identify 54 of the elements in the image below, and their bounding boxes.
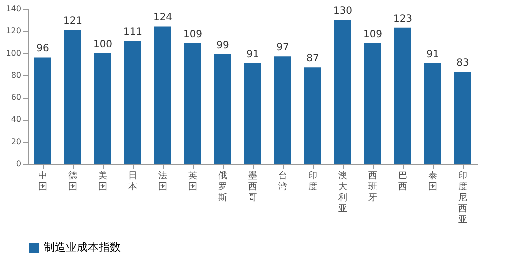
data-label: 121: [63, 16, 83, 28]
data-label: 87: [306, 54, 320, 65]
data-label: 130: [333, 6, 353, 18]
x-tick-label: 澳大利亚: [338, 170, 348, 214]
y-tick-label: 20: [11, 137, 22, 146]
data-label: 91: [246, 49, 260, 60]
x-tick-label: 西班牙: [368, 172, 378, 204]
data-label: 123: [393, 14, 413, 25]
bar: [424, 63, 442, 164]
x-tick-label: 泰国: [428, 170, 438, 192]
bar: [274, 56, 292, 164]
data-label: 96: [36, 44, 50, 55]
data-label: 91: [426, 49, 440, 60]
bar: [214, 54, 232, 164]
x-tick-label: 印度: [308, 170, 318, 192]
y-tick-label: 40: [11, 115, 22, 124]
x-tick-label: 中国: [38, 170, 48, 192]
y-tick-label: 0: [16, 160, 22, 168]
x-tick-label: 法国: [158, 170, 168, 192]
bar: [454, 72, 472, 164]
bar: [304, 68, 322, 164]
legend-label: 制造业成本指数: [44, 241, 121, 254]
bar: [94, 53, 112, 164]
bar: [394, 28, 412, 164]
bar: [64, 30, 82, 164]
data-label: 111: [123, 27, 143, 38]
x-tick-label: 巴西: [398, 172, 408, 192]
data-label: 109: [363, 29, 383, 40]
data-label: 124: [153, 12, 173, 24]
bar: [124, 41, 142, 164]
x-tick-label: 俄罗斯: [218, 170, 228, 204]
data-label: 109: [183, 29, 203, 40]
data-label: 100: [93, 39, 113, 50]
x-tick-label: 台湾: [278, 170, 288, 192]
x-tick-label: 德国: [68, 170, 78, 192]
y-tick-label: 80: [11, 70, 22, 80]
bar: [34, 58, 52, 164]
x-tick-label: 美国: [98, 170, 108, 192]
data-label: 97: [276, 42, 290, 54]
y-tick-label: 100: [6, 48, 22, 58]
y-tick-label: 60: [11, 93, 22, 102]
bar: [334, 20, 352, 164]
x-tick-label: 英国: [188, 170, 198, 192]
bar: [364, 43, 382, 164]
bar: [244, 63, 262, 164]
y-tick-label: 140: [6, 4, 22, 14]
data-label: 83: [456, 58, 470, 70]
data-label: 99: [216, 40, 230, 52]
x-tick-label: 日本: [128, 172, 138, 192]
x-tick-label: 墨西哥: [248, 170, 258, 204]
bar: [184, 43, 202, 164]
bar: [154, 26, 172, 164]
x-tick-label: 印度尼西亚: [458, 170, 468, 226]
y-tick-label: 120: [6, 26, 22, 36]
